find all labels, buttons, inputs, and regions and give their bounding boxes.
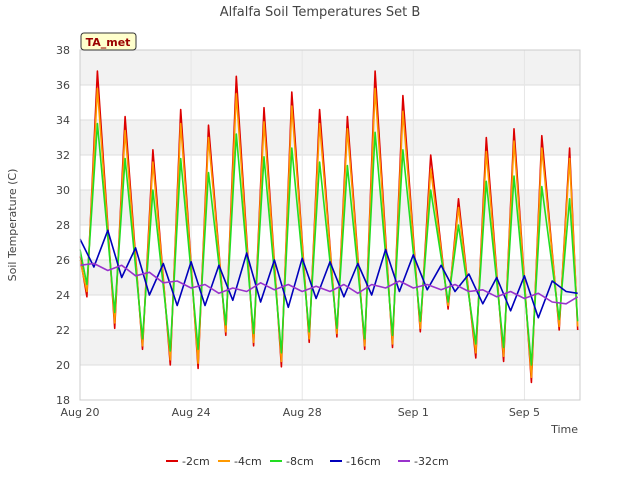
x-tick-label: Sep 1 [398,406,429,419]
plot-band [80,330,580,365]
y-tick-label: 26 [56,254,70,267]
series-line-minus-16cm [79,229,578,319]
y-tick-label: 24 [56,289,70,302]
x-tick-label: Aug 28 [283,406,322,419]
x-tick-label: Aug 24 [172,406,211,419]
legend-label: -2cm [182,455,210,468]
ta-met-badge: TA_met [80,32,137,51]
x-axis-label: Time [550,423,578,436]
plot-band [80,155,580,190]
plot-band [80,120,580,155]
plot-band [80,85,580,120]
plot-band [80,190,580,225]
y-tick-label: 20 [56,359,70,372]
y-tick-label: 30 [56,184,70,197]
plot-band [80,295,580,330]
x-tick-label: Aug 20 [61,406,100,419]
y-tick-label: 36 [56,79,70,92]
badge-box [80,32,137,51]
legend-label: -8cm [286,455,314,468]
y-tick-label: 34 [56,114,70,127]
y-tick-label: 22 [56,324,70,337]
series-lines [79,70,579,384]
y-axis-label: Soil Temperature (C) [6,169,19,282]
legend-label: -4cm [234,455,262,468]
y-tick-label: 28 [56,219,70,232]
plot-frame [79,49,581,401]
y-axis: 18 20 22 24 26 28 30 32 34 36 38 [56,44,70,407]
legend-label: -16cm [346,455,381,468]
plot-band [80,365,580,400]
x-axis: Aug 20 Aug 24 Aug 28 Sep 1 Sep 5 [61,406,541,419]
y-tick-label: 18 [56,394,70,407]
chart-title: Alfalfa Soil Temperatures Set B [220,5,421,20]
badge-label: TA_met [86,36,131,49]
legend-label: -32cm [414,455,449,468]
series-line-minus-32cm [79,262,579,305]
y-tick-label: 32 [56,149,70,162]
x-tick-label: Sep 5 [509,406,540,419]
plot-band [80,50,580,85]
y-tick-label: 38 [56,44,70,57]
series-line-minus-8cm [79,122,579,366]
legend: -2cm -4cm -8cm -16cm -32cm [166,455,449,468]
